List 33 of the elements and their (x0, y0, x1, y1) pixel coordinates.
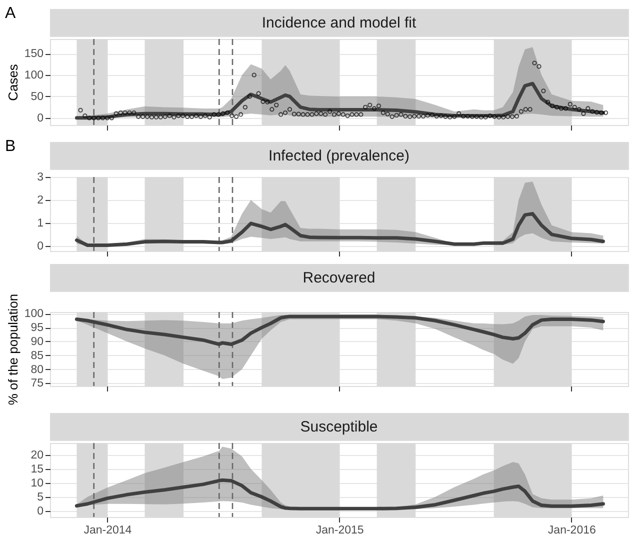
y-tick-label: 150 (24, 48, 44, 60)
chart-title: Incidence and model fit (262, 14, 417, 32)
y-axis-title: % of the population (5, 294, 20, 406)
y-tick-label: 100 (24, 308, 44, 320)
y-tick-label: 75 (30, 378, 44, 390)
y-tick-label: 50 (30, 90, 44, 103)
y-tick-label: 90 (30, 336, 44, 348)
y-axis-title: Cases (5, 64, 20, 101)
y-tick-label: 1 (37, 217, 44, 230)
x-tick-label: Jan-2016 (548, 524, 596, 536)
x-tick-label: Jan-2014 (84, 524, 132, 536)
y-tick-label: 2 (37, 194, 44, 206)
x-tick-label: Jan-2015 (316, 524, 364, 536)
text: A (5, 5, 16, 22)
text: B (5, 138, 16, 155)
y-tick-label: 95 (30, 322, 44, 334)
line-series (74, 212, 605, 248)
y-tick-label: 5 (37, 491, 44, 504)
y-tick-label: 80 (30, 364, 44, 376)
chart-title: Susceptible (300, 418, 378, 436)
y-tick-label: 20 (30, 450, 44, 462)
y-tick-label: 100 (24, 70, 44, 82)
y-tick-label: 85 (30, 350, 44, 362)
chart-title: Recovered (302, 270, 376, 286)
y-tick-label: 0 (37, 112, 44, 124)
y-tick-label: 15 (30, 463, 44, 476)
y-tick-label: 3 (37, 172, 44, 184)
line-series (74, 314, 605, 346)
chart-title: Infected (prevalence) (268, 148, 410, 164)
y-tick-label: 10 (30, 477, 44, 490)
y-tick-label: 0 (37, 505, 44, 518)
y-tick-label: 0 (37, 240, 44, 252)
line-series (74, 478, 605, 510)
